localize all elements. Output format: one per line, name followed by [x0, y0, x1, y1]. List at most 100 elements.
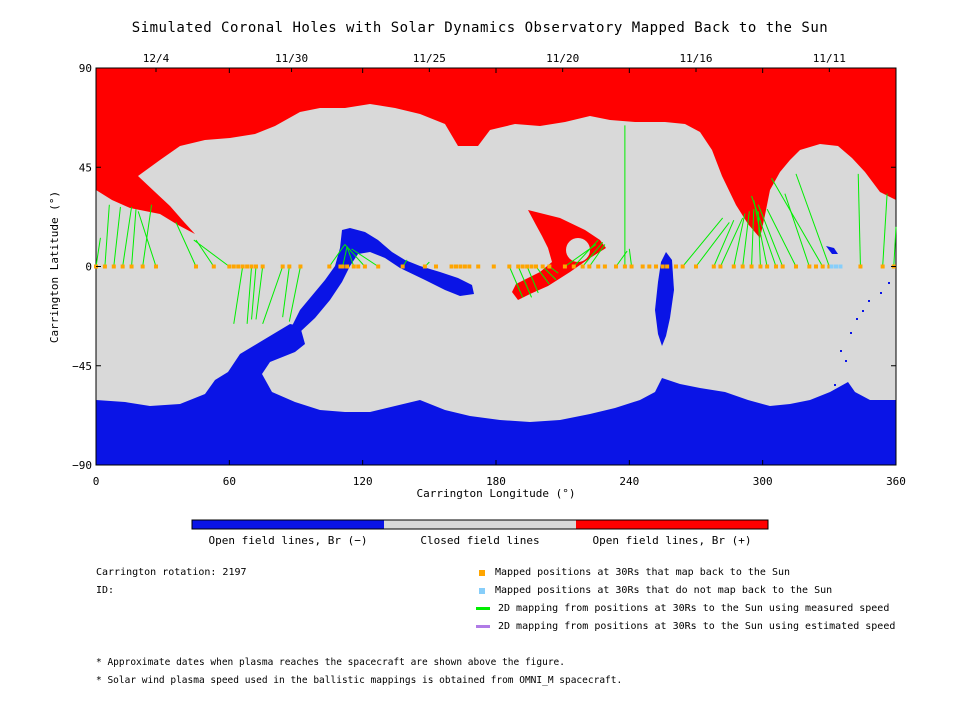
mapping-line: [784, 193, 810, 267]
colorbar-closed: [384, 520, 576, 529]
mapping-line: [517, 266, 533, 298]
mapped-point: [820, 264, 825, 269]
unmapped-point: [834, 264, 838, 269]
mapped-point: [718, 264, 723, 269]
y-tick-label: −90: [72, 459, 92, 472]
mapped-point: [694, 264, 698, 269]
mapped-point: [356, 264, 361, 269]
mapped-point: [400, 264, 405, 269]
mapped-point: [227, 264, 232, 269]
mapped-point: [562, 264, 567, 269]
mapping-line: [757, 211, 761, 267]
mapped-point: [422, 264, 427, 269]
mapping-line: [233, 266, 244, 324]
mapping-line: [526, 266, 539, 294]
y-tick-label: 90: [79, 62, 92, 75]
unmapped-point: [838, 264, 843, 269]
x-tick-label: 120: [353, 475, 373, 488]
top-date-label: 11/30: [275, 52, 308, 65]
mapping-line: [288, 266, 301, 322]
mapped-point: [794, 264, 798, 269]
legend-label: 2D mapping from positions at 30Rs to the…: [498, 621, 896, 632]
mapping-line: [535, 266, 550, 285]
mapping-line: [344, 244, 366, 267]
mapped-point: [254, 264, 258, 269]
legend-label: 2D mapping from positions at 30Rs to the…: [498, 603, 890, 614]
mapped-point: [880, 264, 885, 269]
legend-item: Mapped positions at 30Rs that do not map…: [479, 585, 832, 596]
mapped-point: [580, 264, 585, 269]
mapped-point: [587, 264, 592, 269]
mapped-point: [814, 264, 818, 269]
south-negative-region: [96, 324, 896, 465]
colorbar-label-positive: Open field lines, Br (+): [592, 534, 752, 547]
legend-square-icon: [479, 569, 485, 576]
y-tick-label: 45: [79, 161, 92, 174]
colorbar: [191, 519, 769, 530]
mapping-line: [682, 217, 724, 267]
note-speed: * Solar wind plasma speed used in the ba…: [96, 675, 623, 686]
mapped-point: [660, 264, 665, 269]
x-tick-label: 240: [619, 475, 639, 488]
mapped-point: [249, 264, 254, 269]
mapped-point: [534, 264, 538, 269]
mapped-point: [711, 264, 716, 269]
mapped-point: [111, 264, 116, 269]
top-date-label: 11/11: [813, 52, 846, 65]
mapping-line: [142, 204, 153, 267]
equatorial-positive-region: [512, 210, 606, 300]
mapping-line: [122, 206, 133, 267]
mapped-points: [94, 264, 896, 269]
mapped-point: [758, 264, 763, 269]
mapped-point: [614, 264, 618, 269]
mapped-point: [245, 264, 250, 269]
mapping-line: [719, 217, 744, 267]
mapped-point: [194, 264, 198, 269]
mapped-point: [507, 264, 512, 269]
carrington-rotation: Carrington rotation: 2197: [96, 567, 247, 578]
legend-line-icon: [476, 625, 490, 628]
mapping-line: [137, 211, 157, 267]
mapping-line: [771, 178, 824, 267]
mapping-line: [328, 244, 346, 267]
mapping-line: [131, 209, 137, 267]
mapped-point: [827, 264, 832, 269]
mapping-line: [751, 209, 755, 267]
mapped-point: [674, 264, 678, 269]
mapped-point: [345, 264, 350, 269]
mapped-point: [740, 264, 745, 269]
top-date-axis: 12/4 11/30 11/25 11/20 11/16 11/11: [143, 52, 846, 72]
mapping-line: [255, 266, 264, 320]
mapped-point: [338, 264, 343, 269]
mapped-point: [140, 264, 145, 269]
top-date-label: 11/25: [413, 52, 446, 65]
mapped-point: [434, 264, 438, 269]
legend-item: Mapped positions at 30Rs that map back t…: [479, 567, 790, 578]
mapped-point: [571, 264, 576, 269]
narrow-negative-region: [655, 252, 674, 346]
mapping-line: [713, 219, 735, 267]
mapped-point: [596, 264, 601, 269]
mapped-point: [129, 264, 134, 269]
mapped-point: [654, 264, 658, 269]
mapping-line: [628, 248, 633, 267]
mapped-point: [351, 264, 356, 269]
y-axis: −90 −45 0 45 90: [72, 62, 896, 472]
mapped-point: [520, 264, 525, 269]
mapped-point: [287, 264, 292, 269]
top-date-label: 11/16: [679, 52, 712, 65]
x-tick-label: 0: [93, 475, 100, 488]
legend-line-icon: [476, 607, 490, 610]
mapped-point: [102, 264, 107, 269]
mapped-point: [154, 264, 158, 269]
mapped-point: [622, 264, 627, 269]
mapping-line: [695, 222, 730, 267]
mapped-point: [462, 264, 467, 269]
mapped-point: [749, 264, 754, 269]
mapping-line: [113, 206, 121, 267]
measured-mapping-lines: [95, 125, 897, 325]
mapping-line: [346, 246, 355, 267]
mapped-point: [491, 264, 496, 269]
mapped-point: [454, 264, 458, 269]
mapping-line: [573, 239, 599, 267]
